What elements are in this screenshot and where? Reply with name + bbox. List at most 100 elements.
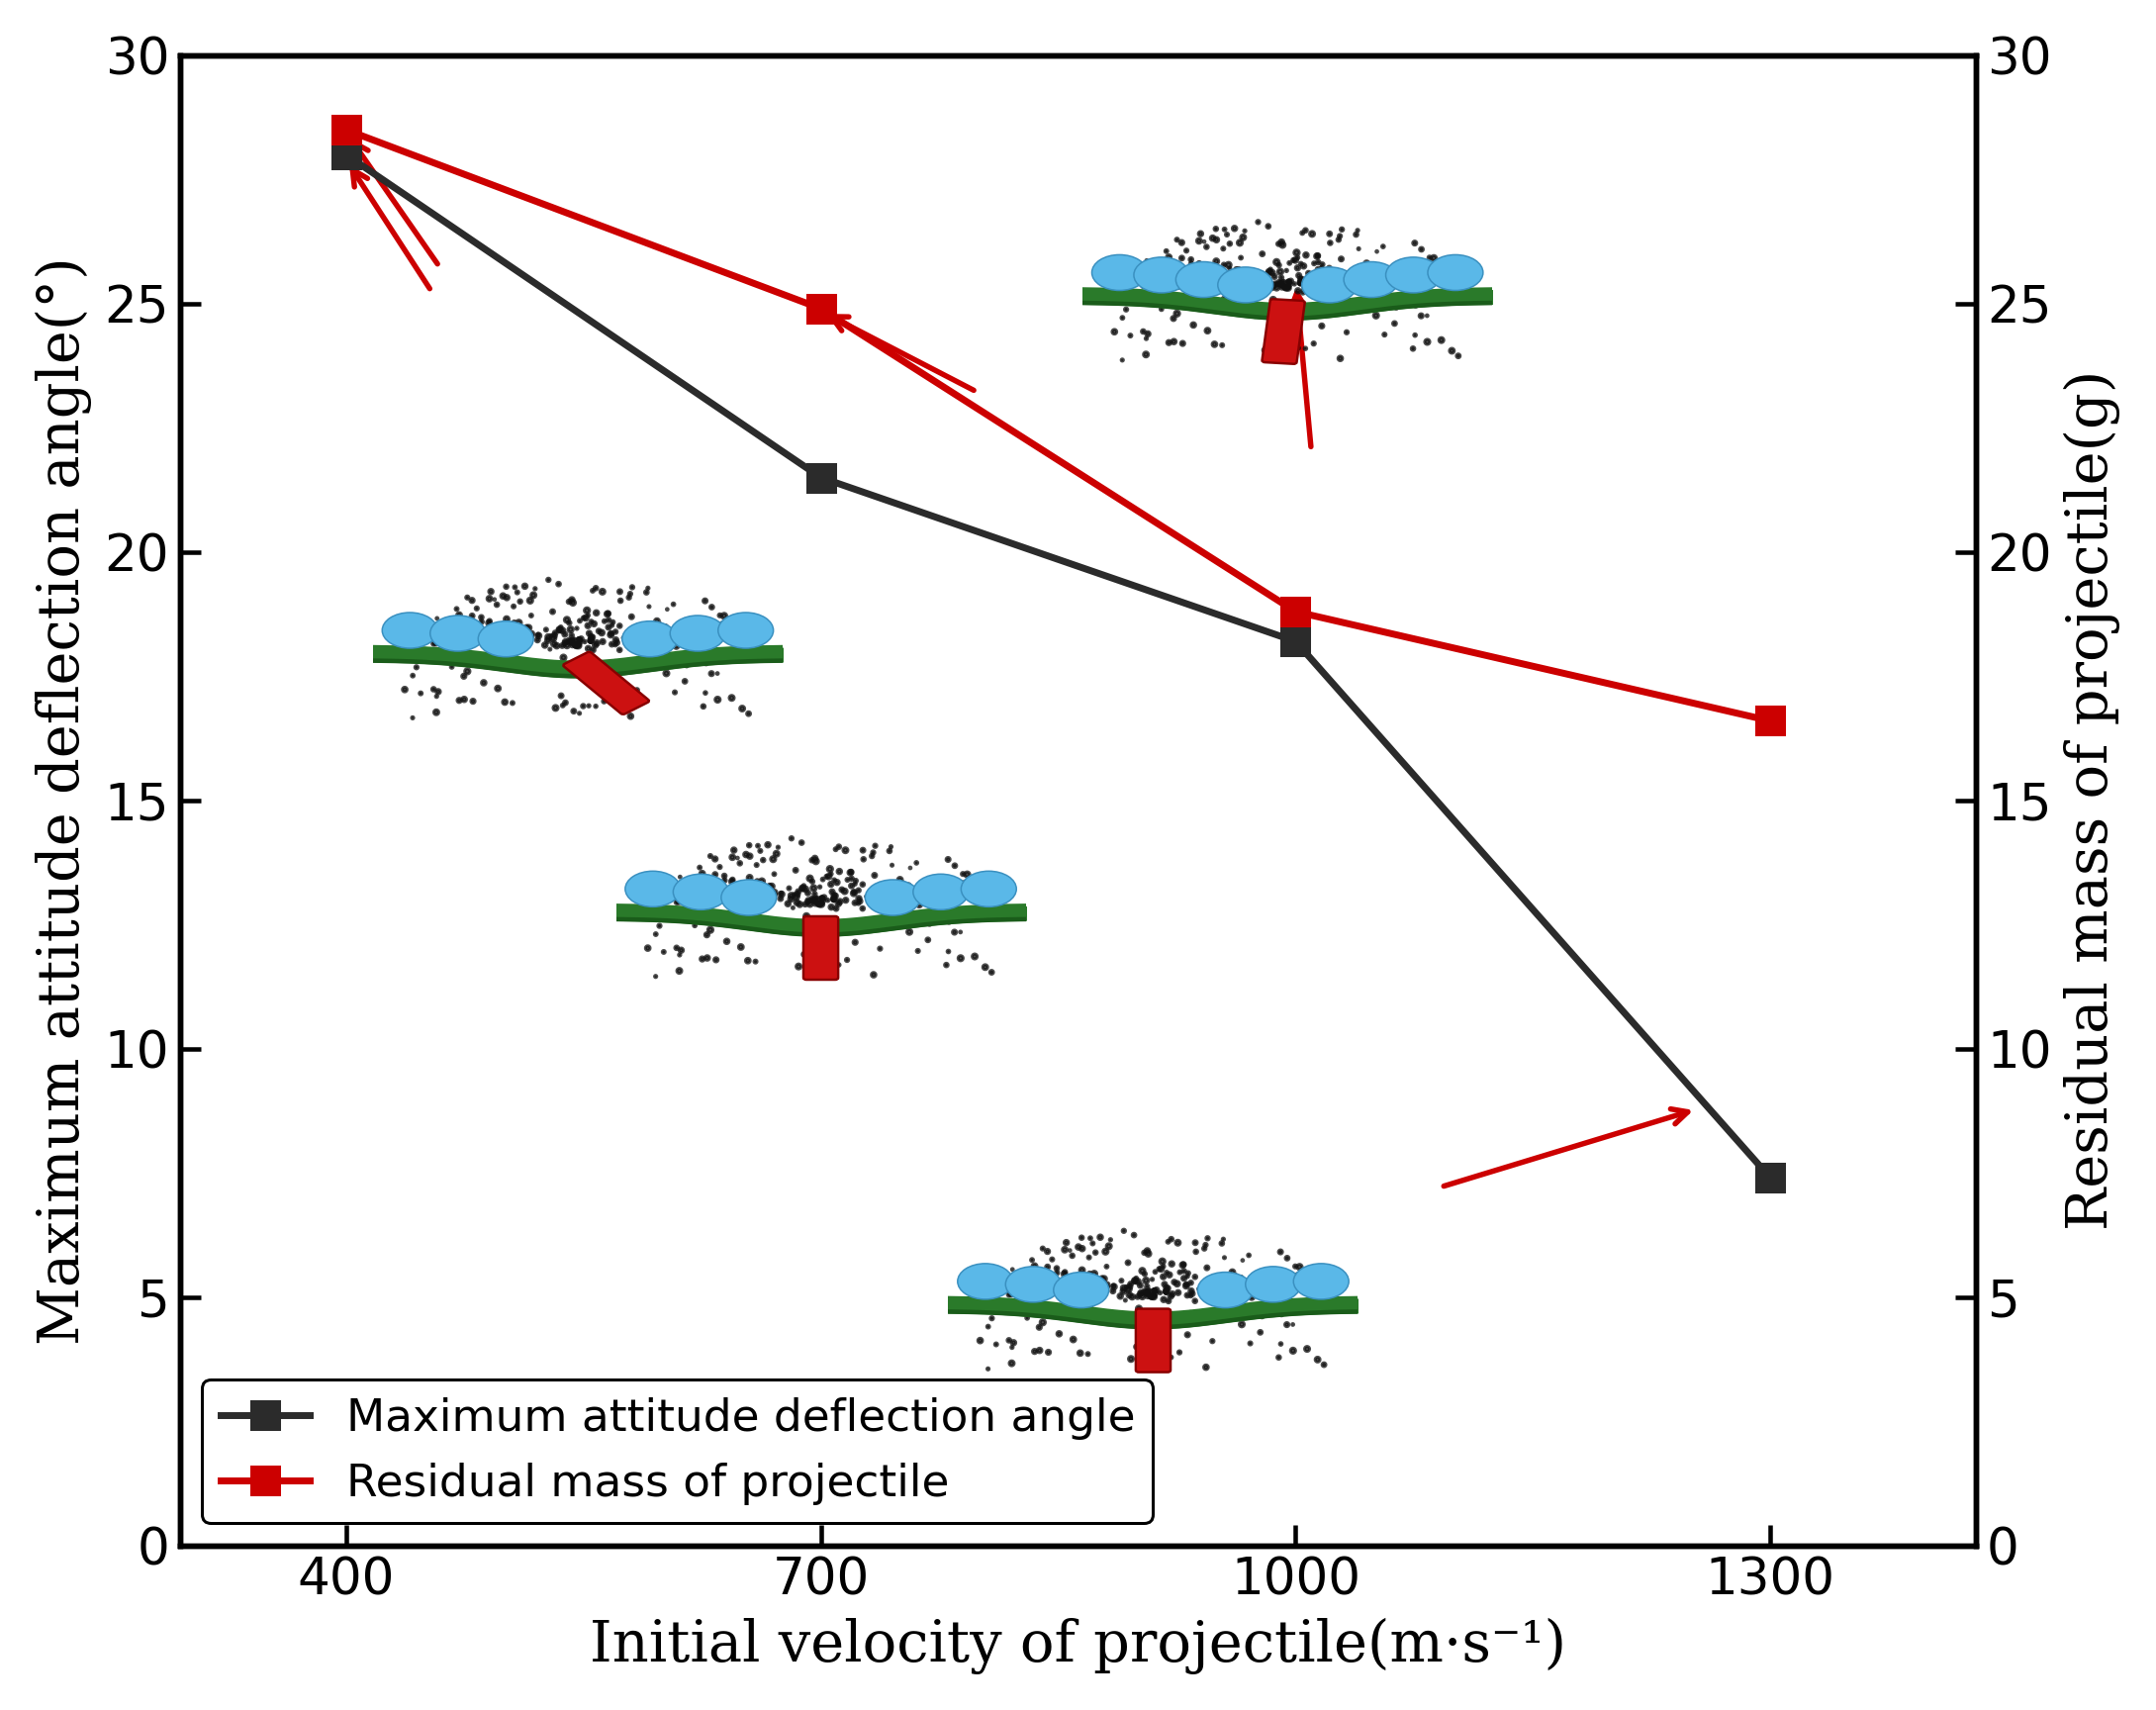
Point — [580, 629, 614, 657]
Point — [485, 583, 520, 610]
Point — [690, 886, 724, 913]
Point — [561, 631, 595, 658]
Point — [679, 619, 714, 646]
Point — [1341, 236, 1376, 263]
Point — [1268, 1279, 1302, 1306]
Point — [944, 944, 979, 971]
Point — [1054, 1241, 1089, 1269]
Point — [653, 876, 688, 903]
Point — [614, 573, 649, 600]
Point — [854, 881, 888, 908]
Point — [798, 884, 832, 911]
Point — [1233, 1272, 1268, 1300]
Point — [578, 610, 612, 638]
Point — [1121, 1342, 1156, 1370]
Point — [395, 705, 429, 732]
Point — [921, 877, 955, 905]
Point — [1134, 1282, 1169, 1310]
Point — [614, 631, 649, 658]
Residual mass of projectile — [1283, 602, 1309, 622]
Point — [1147, 1286, 1181, 1313]
Point — [1253, 325, 1287, 352]
Point — [819, 894, 854, 922]
Point — [1225, 262, 1259, 289]
Point — [591, 614, 625, 641]
Point — [1242, 209, 1276, 236]
Point — [1244, 239, 1279, 267]
Point — [1268, 1279, 1302, 1306]
Point — [1097, 318, 1132, 345]
Point — [1188, 227, 1222, 255]
Circle shape — [1218, 267, 1272, 303]
Point — [1238, 301, 1272, 328]
Point — [1151, 1288, 1186, 1315]
Point — [688, 679, 722, 706]
Point — [1283, 270, 1317, 298]
Point — [1132, 1277, 1166, 1305]
Point — [699, 845, 733, 872]
Point — [517, 575, 552, 602]
Point — [817, 887, 852, 915]
Point — [580, 598, 614, 626]
Point — [787, 941, 821, 968]
Point — [1283, 250, 1317, 277]
Point — [1220, 1274, 1255, 1301]
Point — [1216, 262, 1250, 289]
Point — [724, 694, 759, 722]
Point — [1218, 1272, 1253, 1300]
Point — [513, 602, 548, 629]
Point — [1011, 1259, 1046, 1286]
Point — [1125, 1282, 1160, 1310]
Point — [1365, 268, 1399, 296]
Point — [890, 872, 925, 899]
Point — [714, 887, 748, 915]
Point — [1199, 267, 1233, 294]
Point — [1279, 239, 1313, 267]
Point — [1287, 274, 1322, 301]
Maximum attitude deflection angle — [1283, 631, 1309, 652]
Point — [888, 882, 923, 910]
Point — [1151, 1262, 1186, 1289]
Point — [699, 860, 733, 887]
Point — [1410, 303, 1445, 330]
Point — [1283, 265, 1317, 292]
Point — [658, 879, 692, 906]
Point — [576, 636, 610, 663]
Point — [798, 845, 832, 872]
Point — [403, 624, 438, 652]
Point — [1078, 1281, 1112, 1308]
Point — [1145, 250, 1179, 277]
Point — [828, 877, 862, 905]
Point — [1074, 1294, 1108, 1322]
Point — [1255, 1271, 1289, 1298]
Point — [496, 593, 530, 621]
Point — [1324, 345, 1358, 373]
Point — [1171, 1322, 1205, 1349]
Point — [1423, 265, 1457, 292]
Point — [1244, 265, 1279, 292]
Point — [679, 867, 714, 894]
Point — [1283, 270, 1317, 298]
Point — [1304, 251, 1339, 279]
Point — [539, 619, 573, 646]
Point — [1110, 279, 1145, 306]
Point — [1171, 1260, 1205, 1288]
Point — [502, 588, 537, 616]
Point — [791, 879, 826, 906]
Point — [586, 687, 621, 715]
Point — [1352, 253, 1386, 280]
Point — [1188, 1281, 1222, 1308]
Point — [649, 614, 683, 641]
Point — [740, 901, 774, 929]
Point — [893, 918, 927, 946]
Point — [806, 884, 841, 911]
Point — [1218, 1300, 1253, 1327]
Point — [804, 886, 839, 913]
Point — [1110, 253, 1145, 280]
Point — [420, 677, 455, 705]
Point — [1104, 1282, 1138, 1310]
Point — [778, 882, 813, 910]
Point — [839, 929, 873, 956]
Point — [649, 595, 683, 622]
Point — [511, 614, 545, 641]
